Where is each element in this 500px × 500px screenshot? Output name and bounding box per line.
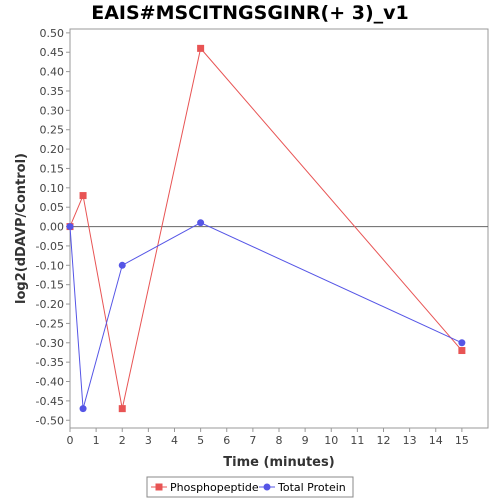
y-axis: 0.50 0.45 0.40 0.35 0.30 0.25 0.20 0.15 0.10 0.05…: [36, 27, 70, 427]
y-tick-label: 0.20: [40, 143, 65, 156]
x-tick-label: 12: [377, 434, 391, 447]
y-tick-label: -0.45: [36, 395, 64, 408]
legend-item: Total Protein: [259, 481, 346, 494]
data-point: [79, 192, 87, 200]
x-tick-label: 9: [302, 434, 309, 447]
legend-box: [146, 476, 354, 498]
legend-item: Phosphopeptide: [151, 481, 259, 494]
x-tick-label: 13: [403, 434, 417, 447]
y-tick-label: 0.25: [40, 124, 65, 137]
chart-title: EAIS#MSCITNGSGINR(+ 3)_v1: [91, 2, 409, 24]
x-tick-label: 4: [171, 434, 178, 447]
x-tick-label: 2: [119, 434, 126, 447]
data-point: [118, 405, 126, 413]
y-tick-label: -0.40: [36, 376, 64, 389]
data-point: [197, 44, 205, 52]
x-tick-label: 5: [197, 434, 204, 447]
x-tick-label: 1: [93, 434, 100, 447]
y-tick-label: 0.15: [40, 162, 65, 175]
y-tick-label: -0.35: [36, 356, 64, 369]
y-tick-label: 0.00: [40, 221, 65, 234]
x-tick-label: 15: [455, 434, 469, 447]
legend-marker-square: [155, 483, 163, 491]
y-tick-label: 0.10: [40, 182, 65, 195]
y-tick-label: -0.15: [36, 279, 64, 292]
y-tick-label: -0.25: [36, 317, 64, 330]
x-tick-label: 10: [324, 434, 338, 447]
y-tick-label: 0.05: [40, 201, 65, 214]
series-total-protein: [66, 219, 466, 413]
y-tick-label: 0.35: [40, 85, 65, 98]
y-tick-label: -0.20: [36, 298, 64, 311]
data-point: [458, 347, 466, 355]
data-point: [66, 223, 74, 231]
y-tick-label: 0.30: [40, 104, 65, 117]
y-tick-label: 0.50: [40, 27, 65, 40]
x-tick-label: 3: [145, 434, 152, 447]
x-tick-label: 0: [67, 434, 74, 447]
series-layer: [66, 44, 466, 413]
y-tick-label: -0.30: [36, 337, 64, 350]
x-tick-label: 7: [249, 434, 256, 447]
x-axis-label: Time (minutes): [223, 455, 334, 470]
legend-label: Phosphopeptide: [170, 481, 259, 494]
data-point: [197, 219, 205, 227]
x-tick-label: 8: [276, 434, 283, 447]
x-tick-label: 14: [429, 434, 443, 447]
y-tick-label: -0.50: [36, 414, 64, 427]
x-tick-label: 6: [223, 434, 230, 447]
plot-area: [69, 28, 489, 429]
y-tick-label: -0.05: [36, 240, 64, 253]
plot-frame: [69, 28, 489, 429]
y-tick-label: 0.45: [40, 46, 65, 59]
y-tick-label: -0.10: [36, 259, 64, 272]
legend-label: Total Protein: [277, 481, 346, 494]
y-tick-label: 0.40: [40, 66, 65, 79]
legend-marker-circle: [263, 483, 271, 491]
data-point: [458, 339, 466, 347]
legend: Phosphopeptide Total Protein: [146, 476, 354, 498]
data-point: [118, 261, 126, 269]
x-tick-label: 11: [350, 434, 364, 447]
x-axis: 0 1 2 3 4 5 6 7 8 9 10 11 12 13 14 15: [67, 428, 469, 447]
y-axis-label: log2(dDAVP/Control): [14, 153, 29, 304]
data-point: [79, 405, 87, 413]
